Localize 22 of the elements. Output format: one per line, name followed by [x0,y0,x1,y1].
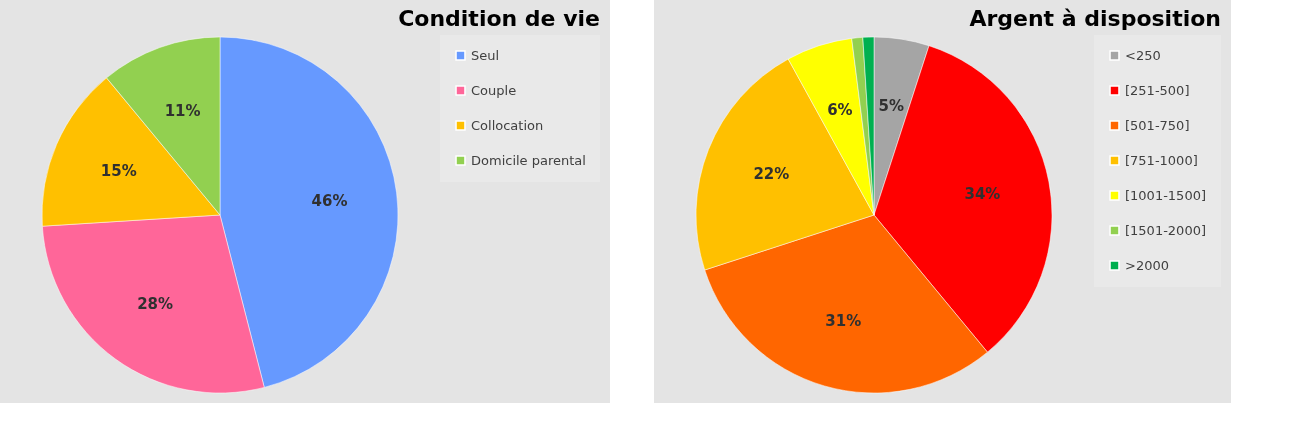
data-label: 34% [964,185,1001,204]
data-label: 15% [100,162,137,181]
legend-label: >2000 [1125,257,1169,273]
data-label: 28% [137,295,174,314]
legend-label: Seul [471,47,500,63]
legend-label: [1001-1500] [1125,187,1207,203]
data-label: 46% [311,192,348,211]
data-label: 6% [827,101,853,120]
data-label: 11% [164,102,201,121]
data-label: 22% [753,165,790,184]
legend-label: [751-1000] [1125,152,1198,168]
legend-label: <250 [1125,47,1161,63]
chart-title: Argent à disposition [969,6,1221,31]
data-label: 31% [825,311,862,330]
legend-label: Couple [471,82,517,98]
chart-title: Condition de vie [398,6,600,31]
legend-label: [501-750] [1125,117,1190,133]
data-label: 5% [878,97,904,115]
legend-label: [251-500] [1125,82,1190,98]
legend-label: [1501-2000] [1125,222,1207,238]
legend-label: Domicile parental [471,152,586,168]
legend-label: Collocation [471,117,544,133]
